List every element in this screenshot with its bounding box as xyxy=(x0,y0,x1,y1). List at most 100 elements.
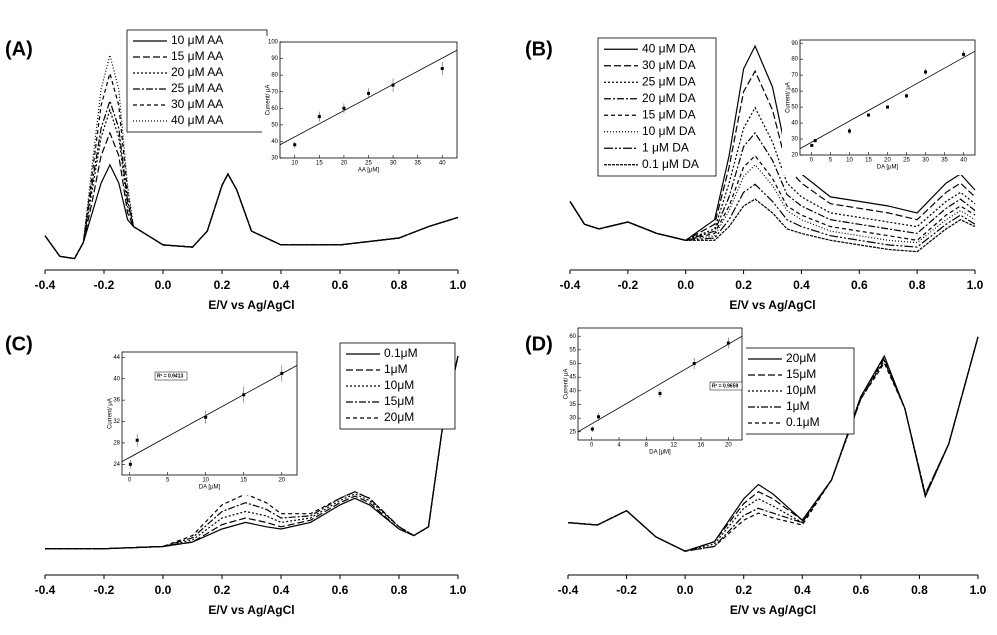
r2-label: R² = 0.9659 xyxy=(712,383,738,389)
curve xyxy=(45,355,459,550)
legend-label: 20μM xyxy=(786,351,816,365)
curve xyxy=(569,131,976,241)
inset-x-tick-label: 20 xyxy=(725,443,732,449)
data-point xyxy=(924,70,928,74)
x-tick-label: -0.2 xyxy=(616,583,637,597)
data-point xyxy=(810,143,814,147)
inset-y-tick-label: 30 xyxy=(791,137,798,143)
x-tick-label: 0.4 xyxy=(794,583,811,597)
inset-y-tick-label: 32 xyxy=(113,419,120,425)
inset-y-tick-label: 40 xyxy=(791,121,798,127)
legend-label: 20 μM DA xyxy=(642,91,696,105)
x-tick-label: 0.6 xyxy=(851,278,868,292)
inset-y-tick-label: 45 xyxy=(569,375,576,381)
inset-y-title: Current/ μA xyxy=(108,398,114,429)
data-point xyxy=(962,52,966,56)
curve xyxy=(569,164,976,244)
x-axis-title: E/V vs Ag/AgCl xyxy=(208,603,294,617)
curve xyxy=(44,54,459,260)
x-tick-label: -0.4 xyxy=(35,583,56,597)
inset-x-title: AA [μM] xyxy=(358,168,379,174)
x-tick-label: 0.2 xyxy=(735,583,752,597)
inset-y-tick-label: 80 xyxy=(791,57,798,63)
legend-label: 0.1 μM DA xyxy=(642,157,699,171)
inset-x-tick-label: 0 xyxy=(810,158,814,164)
data-point xyxy=(692,362,696,366)
x-tick-label: 1.0 xyxy=(967,278,984,292)
inset-y-tick-label: 60 xyxy=(791,89,798,95)
inset-x-tick-label: 15 xyxy=(316,161,323,167)
legend-label: 40 μM AA xyxy=(171,113,223,127)
inset-x-tick-label: 20 xyxy=(884,158,891,164)
inset-x-title: DA [μM] xyxy=(199,485,221,491)
x-axis-title: E/V vs Ag/AgCl xyxy=(729,298,815,312)
inset-y-tick-label: 25 xyxy=(569,429,576,435)
legend-label: 15 μM DA xyxy=(642,107,696,121)
inset-x-tick-label: 15 xyxy=(865,158,872,164)
inset-x-tick-label: 25 xyxy=(365,161,372,167)
inset-y-tick-label: 55 xyxy=(569,347,576,353)
x-tick-label: 1.0 xyxy=(450,583,467,597)
inset-frame xyxy=(782,34,979,175)
panel-label: (C) xyxy=(5,333,33,355)
data-point xyxy=(367,91,370,95)
panel-label: (B) xyxy=(525,38,553,60)
x-tick-label: 0.2 xyxy=(214,278,231,292)
inset-frame xyxy=(104,346,301,495)
inset-y-tick-label: 40 xyxy=(113,376,120,382)
data-point xyxy=(726,341,730,345)
inset-x-tick-label: 10 xyxy=(291,161,298,167)
inset-x-tick-label: 0 xyxy=(590,443,594,449)
inset-x-tick-label: 30 xyxy=(922,158,929,164)
data-point xyxy=(847,129,851,133)
inset-y-tick-label: 70 xyxy=(271,89,278,95)
r2-box xyxy=(154,371,188,381)
legend-box xyxy=(597,37,717,177)
inset-y-tick-label: 40 xyxy=(271,139,278,145)
curve xyxy=(569,198,976,253)
x-tick-label: 0.4 xyxy=(273,278,290,292)
inset-x-tick-label: 20 xyxy=(278,478,285,484)
x-tick-label: -0.2 xyxy=(618,278,639,292)
r2-box xyxy=(709,381,743,391)
x-tick-label: 0.0 xyxy=(155,583,172,597)
inset-x-tick-label: 5 xyxy=(829,158,833,164)
legend-label: 15 μM AA xyxy=(171,49,223,63)
inset-y-tick-label: 50 xyxy=(271,122,278,128)
curve xyxy=(569,183,976,248)
r2-label: R² = 0.9413 xyxy=(157,373,183,379)
inset-x-tick-label: 12 xyxy=(670,443,677,449)
legend-label: 1μM xyxy=(786,399,810,413)
x-tick-label: 1.0 xyxy=(450,278,467,292)
inset-y-tick-label: 24 xyxy=(113,462,120,468)
x-tick-label: 0.6 xyxy=(853,583,870,597)
data-point xyxy=(440,67,444,71)
inset-x-tick-label: 40 xyxy=(439,161,446,167)
x-axis-title: E/V vs Ag/AgCl xyxy=(208,298,294,312)
fit-line xyxy=(577,335,743,433)
fit-line xyxy=(121,365,298,462)
x-tick-label: -0.4 xyxy=(560,278,581,292)
fit-line xyxy=(799,50,976,149)
legend-label: 0.1μM xyxy=(786,415,820,429)
inset-x-tick-label: 35 xyxy=(414,161,421,167)
legend-label: 10 μM AA xyxy=(171,33,223,47)
x-tick-label: -0.2 xyxy=(94,583,115,597)
inset-axes xyxy=(121,351,298,476)
inset-x-tick-label: 20 xyxy=(341,161,348,167)
curve xyxy=(567,336,979,552)
legend-label: 10μM xyxy=(786,383,816,397)
x-axis-title: E/V vs Ag/AgCl xyxy=(730,603,816,617)
inset-frame xyxy=(262,36,461,178)
inset-x-tick-label: 10 xyxy=(202,478,209,484)
inset-y-tick-label: 30 xyxy=(569,416,576,422)
inset-x-tick-label: 8 xyxy=(645,443,649,449)
inset-y-title: Current/ μA xyxy=(266,85,272,116)
panel-label: (D) xyxy=(525,333,553,355)
data-point xyxy=(590,427,594,431)
inset-y-tick-label: 40 xyxy=(569,388,576,394)
inset-y-tick-label: 100 xyxy=(268,40,279,46)
curve xyxy=(44,163,459,260)
x-tick-label: 0.8 xyxy=(911,583,928,597)
